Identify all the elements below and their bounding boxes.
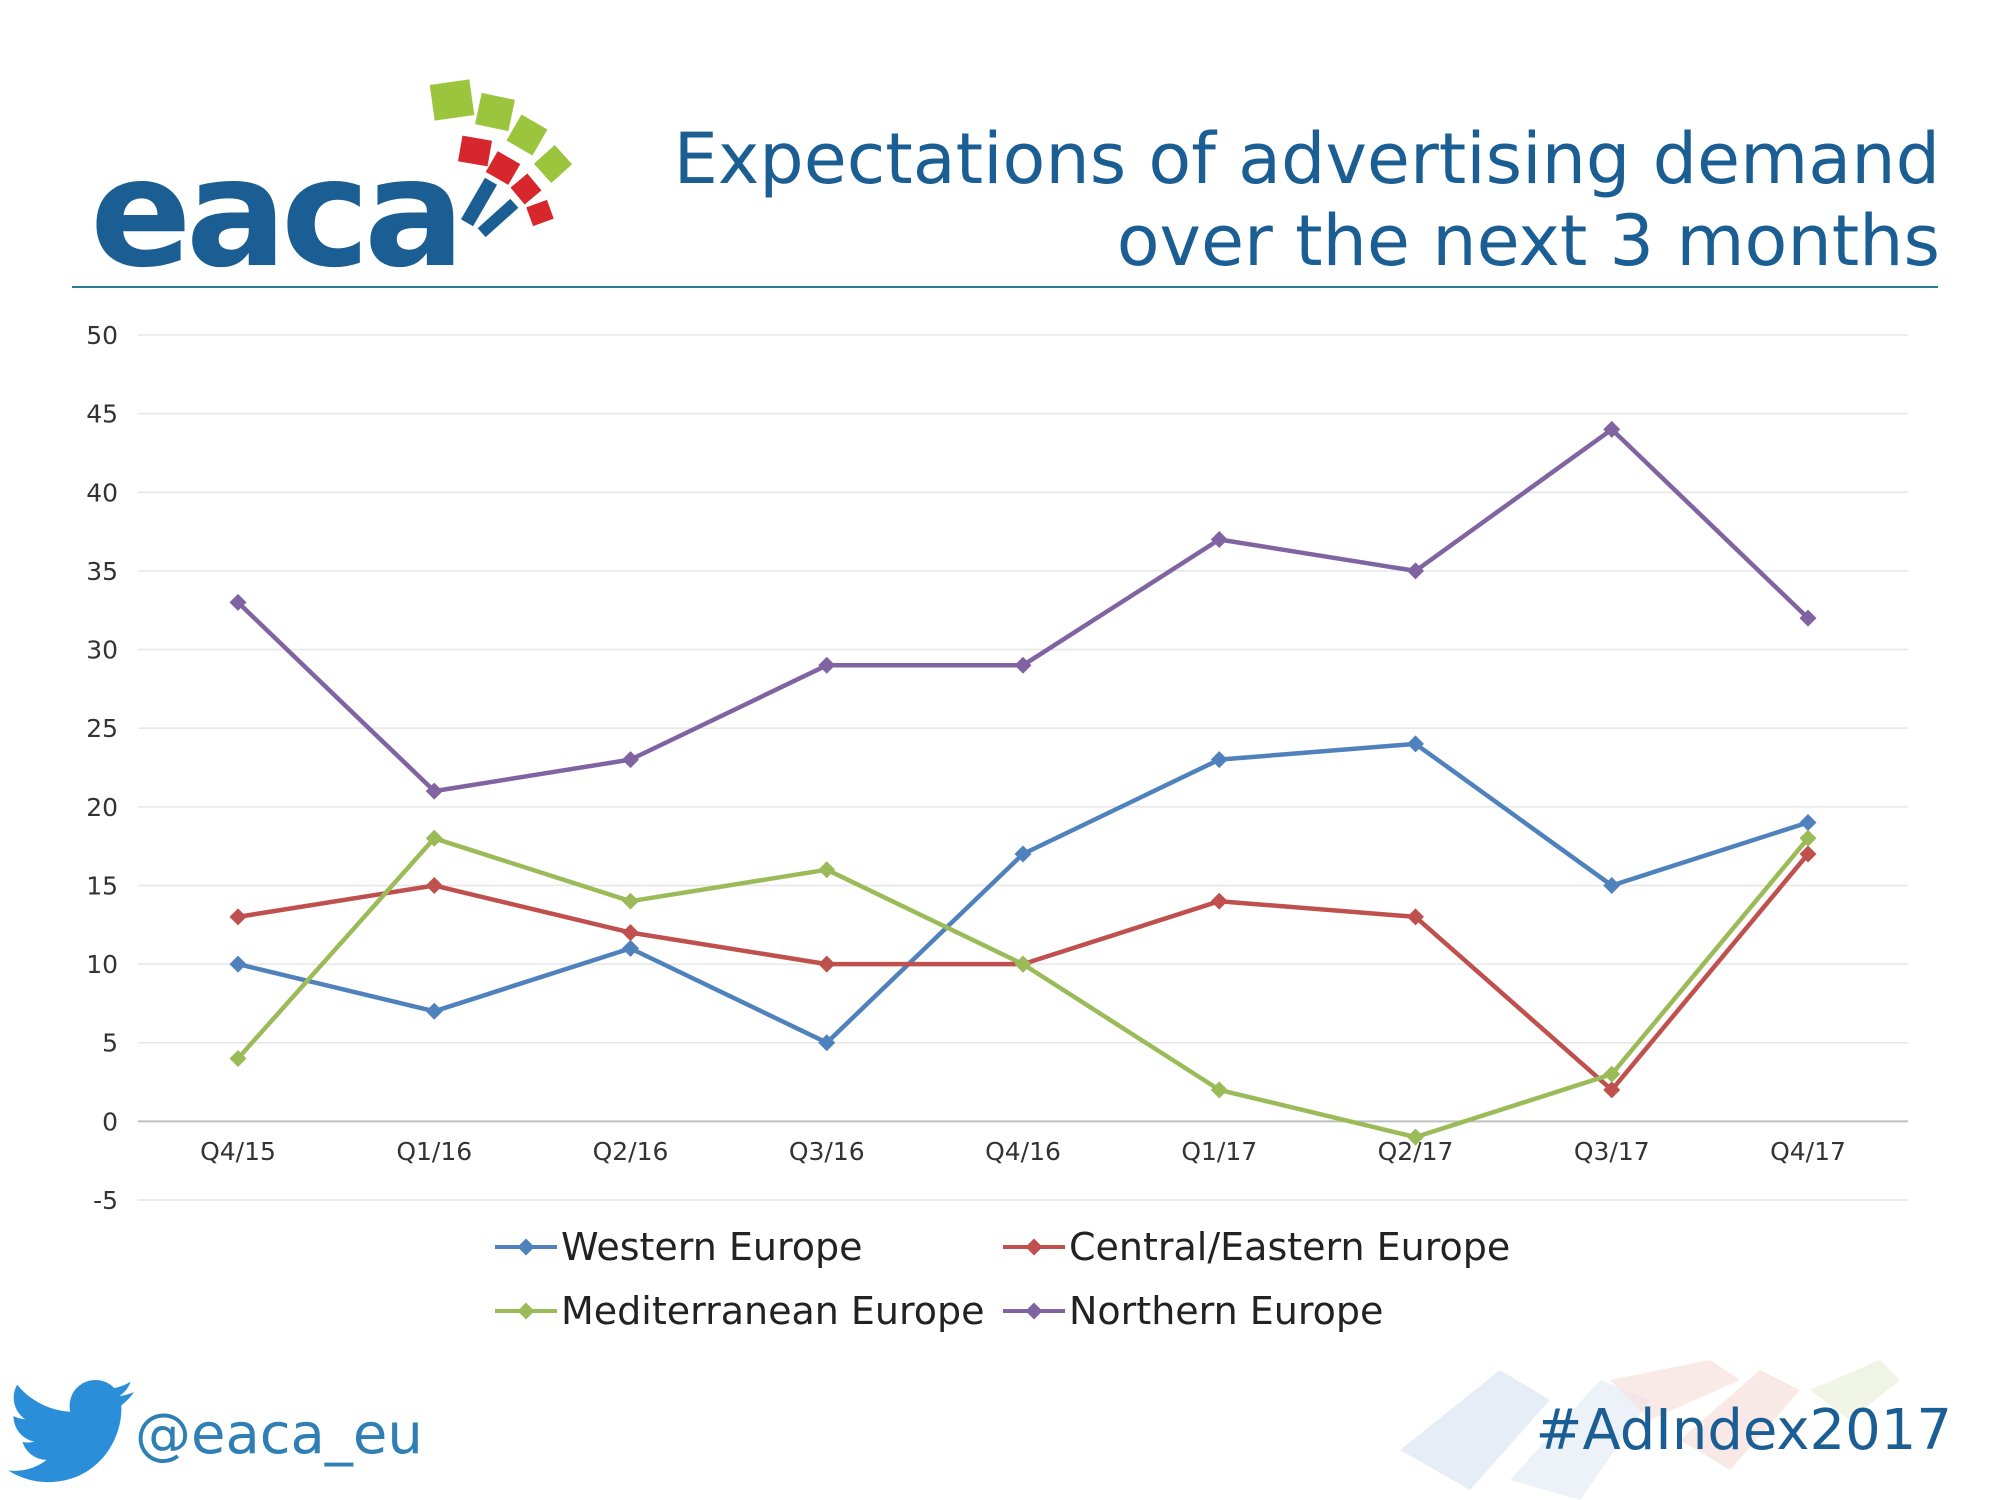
y-tick-label: -5: [93, 1186, 118, 1215]
x-tick-label: Q3/16: [789, 1137, 865, 1166]
y-tick-label: 0: [102, 1107, 118, 1136]
data-point: [1603, 1081, 1621, 1099]
series-lines: [229, 420, 1817, 1146]
x-tick-label: Q4/17: [1770, 1137, 1846, 1166]
event-hashtag: #AdIndex2017: [1535, 1398, 1952, 1463]
logo-arc-icon: [429, 79, 573, 238]
x-tick-label: Q1/17: [1181, 1137, 1257, 1166]
data-point: [622, 924, 639, 942]
title-divider: [72, 286, 1938, 288]
twitter-bird-icon: [8, 1380, 135, 1483]
chart-legend: Western Europe Central/Eastern Europe Me…: [495, 1225, 1595, 1355]
background-watermark: [1400, 1360, 1900, 1500]
x-tick-label: Q4/16: [985, 1137, 1061, 1166]
data-point: [818, 1034, 836, 1052]
y-tick-label: 50: [86, 321, 118, 350]
data-point: [425, 1002, 443, 1020]
data-point: [622, 939, 639, 957]
data-point: [818, 955, 836, 973]
y-tick-label: 10: [86, 950, 118, 979]
series-line-northern-europe: [236, 427, 1810, 794]
eaca-logo: eaca: [90, 79, 573, 300]
data-point: [1799, 845, 1817, 863]
data-point: [425, 782, 443, 800]
legend-item-northern-europe: Northern Europe: [1003, 1289, 1383, 1333]
data-point: [1210, 751, 1228, 769]
data-point: [229, 955, 247, 973]
y-tick-label: 15: [86, 871, 118, 900]
data-point: [1603, 1065, 1621, 1083]
data-point: [1407, 562, 1424, 580]
data-point: [818, 656, 836, 674]
legend-swatch-western-europe: [495, 1238, 557, 1256]
data-point: [1407, 735, 1424, 753]
y-tick-label: 35: [86, 557, 118, 586]
page-title: Expectations of advertising demand over …: [673, 118, 1940, 282]
x-tick-label: Q2/16: [593, 1137, 669, 1166]
data-point: [1014, 955, 1032, 973]
y-tick-label: 40: [86, 478, 118, 507]
legend-swatch-central-eastern-europe: [1003, 1238, 1065, 1256]
series-line-mediterranean-europe: [236, 836, 1810, 1140]
data-point: [425, 876, 443, 894]
data-point: [1210, 530, 1228, 548]
legend-label: Northern Europe: [1069, 1289, 1384, 1333]
legend-item-mediterranean-europe: Mediterranean Europe: [495, 1289, 985, 1333]
data-point: [1799, 609, 1817, 627]
legend-label: Mediterranean Europe: [561, 1289, 985, 1333]
data-point: [1014, 656, 1032, 674]
data-point: [1210, 892, 1228, 910]
data-point: [1799, 814, 1817, 832]
y-tick-label: 25: [86, 714, 118, 743]
y-tick-label: 5: [102, 1029, 118, 1058]
y-tick-label: 30: [86, 636, 118, 665]
data-point: [1210, 1081, 1228, 1099]
grid-lines: [138, 334, 1908, 1201]
x-tick-label: Q3/17: [1574, 1137, 1650, 1166]
data-point: [622, 751, 639, 769]
data-point: [622, 892, 639, 910]
legend-item-western-europe: Western Europe: [495, 1225, 863, 1269]
x-tick-label: Q1/16: [396, 1137, 472, 1166]
y-tick-label: 20: [86, 793, 118, 822]
logo-wordmark: eaca: [90, 127, 459, 300]
data-point: [1407, 1128, 1424, 1146]
data-point: [1603, 876, 1621, 894]
data-point: [1014, 845, 1032, 863]
legend-label: Central/Eastern Europe: [1069, 1225, 1511, 1269]
legend-swatch-northern-europe: [1003, 1302, 1065, 1320]
data-point: [229, 908, 247, 926]
y-tick-label: 45: [86, 400, 118, 429]
x-tick-label: Q4/15: [200, 1137, 276, 1166]
data-point: [229, 593, 247, 611]
series-northern-europe: [229, 420, 1817, 800]
x-axis-ticks: Q4/15 Q1/16 Q2/16 Q3/16 Q4/16 Q1/17 Q2/17 Q3/17…: [200, 1137, 1846, 1166]
legend-label: Western Europe: [561, 1225, 863, 1269]
data-point: [818, 861, 836, 879]
data-point: [425, 829, 443, 847]
twitter-handle[interactable]: @eaca_eu: [135, 1402, 423, 1467]
series-mediterranean-europe: [229, 829, 1817, 1146]
legend-swatch-mediterranean-europe: [495, 1302, 557, 1320]
data-point: [1799, 829, 1817, 847]
legend-item-central-eastern-europe: Central/Eastern Europe: [1003, 1225, 1510, 1269]
data-point: [1407, 908, 1424, 926]
series-western-europe: [229, 735, 1817, 1052]
